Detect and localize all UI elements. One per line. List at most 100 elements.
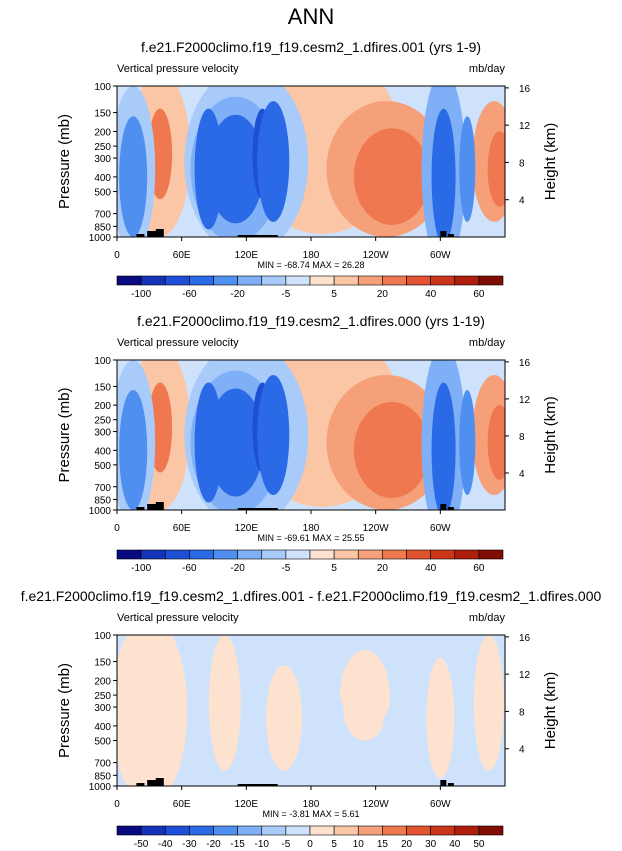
y-right-axis-label: Height (km)	[542, 123, 559, 201]
topography-block	[136, 783, 145, 786]
y-tick-label: 400	[94, 446, 111, 457]
contour-region	[487, 405, 505, 480]
contour-region	[194, 382, 223, 503]
topography-block	[147, 504, 158, 510]
y-right-axis-label: Height (km)	[542, 396, 559, 474]
chart-title: f.e21.F2000climo.f19_f19.cesm2_1.dfires.…	[141, 39, 481, 55]
colorbar-swatch	[406, 275, 431, 286]
contour-region	[431, 108, 456, 237]
topography-block	[155, 229, 164, 237]
colorbar-label: 40	[425, 289, 437, 300]
x-tick-label: 60E	[173, 799, 191, 810]
contour-region	[208, 635, 241, 771]
colorbar-label: 40	[425, 563, 437, 574]
y-tick-label: 250	[94, 416, 111, 427]
colorbar-swatch	[116, 549, 142, 560]
topography-block	[447, 507, 454, 510]
min-max-label: MIN = -3.81 MAX = 5.61	[262, 809, 359, 819]
y-right-axis-label: Height (km)	[542, 672, 559, 750]
contour-field	[117, 635, 505, 786]
contour-region	[207, 114, 264, 224]
colorbar-label: 10	[353, 839, 365, 850]
y-tick-label: 850	[94, 222, 111, 233]
y-tick-label: 300	[94, 154, 111, 165]
topography	[136, 778, 454, 786]
colorbar-swatch	[213, 825, 238, 836]
y-right-tick-label: 12	[519, 121, 531, 132]
colorbar-swatch	[478, 549, 504, 560]
colorbar-label: -60	[182, 289, 197, 300]
contour-region	[207, 388, 264, 497]
colorbar-label: 20	[377, 563, 389, 574]
x-tick-label: 180	[303, 250, 320, 261]
colorbar-label: -10	[255, 839, 270, 850]
topography-block	[155, 502, 164, 510]
colorbar-swatch	[285, 549, 311, 560]
y-tick-label: 850	[94, 495, 111, 506]
y-tick-label: 500	[94, 737, 111, 748]
y-tick-label: 500	[94, 461, 111, 472]
y-right-tick-label: 8	[519, 432, 525, 443]
colorbar-swatch	[285, 275, 311, 286]
y-right-tick-label: 8	[519, 158, 525, 169]
y-right-tick-label: 8	[519, 707, 525, 718]
y-right-tick-label: 4	[519, 745, 525, 756]
min-max-label: MIN = -68.74 MAX = 26.28	[257, 260, 364, 270]
topography-block	[147, 231, 158, 237]
y-tick-label: 400	[94, 173, 111, 184]
contour-region	[117, 635, 188, 786]
colorbar-swatch	[285, 825, 311, 836]
contour-region	[320, 687, 345, 764]
contour-region	[194, 108, 223, 230]
topography-block	[440, 780, 447, 786]
variable-label: Vertical pressure velocity	[117, 63, 239, 75]
colorbar-label: 0	[307, 839, 313, 850]
colorbar-swatch	[430, 549, 456, 560]
colorbar-swatch	[116, 825, 142, 836]
y-tick-label: 1000	[89, 233, 112, 244]
chart-panel-2: f.e21.F2000climo.f19_f19.cesm2_1.dfires.…	[56, 313, 559, 574]
contour-field	[117, 360, 505, 510]
colorbar-swatch	[116, 275, 142, 286]
colorbar-swatch	[357, 549, 383, 560]
y-tick-label: 1000	[89, 506, 112, 517]
y-tick-label: 400	[94, 722, 111, 733]
contour-field	[117, 86, 505, 237]
colorbar-swatch	[382, 275, 407, 286]
x-tick-label: 120W	[363, 250, 390, 261]
colorbar-label: 5	[331, 563, 337, 574]
topography-block	[237, 235, 278, 237]
x-tick-label: 60W	[430, 250, 451, 261]
colorbar-swatch	[237, 549, 263, 560]
colorbar-swatch	[213, 275, 238, 286]
colorbar-swatch	[164, 275, 190, 286]
colorbar-swatch	[237, 275, 263, 286]
colorbar-label: -30	[182, 839, 197, 850]
colorbar-swatch	[309, 549, 335, 560]
y-right-tick-label: 16	[519, 633, 531, 644]
colorbar-swatch	[309, 275, 335, 286]
x-tick-label: 120W	[363, 523, 390, 534]
contour-region	[187, 698, 208, 783]
colorbar-label: 5	[331, 839, 337, 850]
x-tick-label: 0	[114, 799, 120, 810]
page-title: ANN	[287, 4, 335, 29]
colorbar-swatch	[189, 825, 214, 836]
colorbar-label: 15	[377, 839, 389, 850]
contour-region	[381, 702, 414, 779]
variable-label: Vertical pressure velocity	[117, 612, 239, 624]
contour-region	[119, 116, 148, 237]
variable-label: Vertical pressure velocity	[117, 337, 239, 349]
colorbar-swatch	[454, 549, 480, 560]
y-tick-label: 100	[94, 82, 111, 93]
colorbar-label: -5	[281, 289, 290, 300]
y-right-tick-label: 12	[519, 670, 531, 681]
y-tick-label: 700	[94, 210, 111, 221]
colorbar-label: -5	[281, 563, 290, 574]
x-tick-label: 0	[114, 250, 120, 261]
topography-block	[440, 504, 447, 510]
contour-region	[487, 131, 505, 207]
topography-block	[155, 778, 164, 786]
contour-region	[473, 635, 504, 771]
colorbar-label: -100	[131, 563, 151, 574]
